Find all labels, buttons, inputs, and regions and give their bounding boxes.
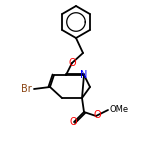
Text: O: O: [69, 117, 77, 127]
Text: OMe: OMe: [110, 105, 129, 114]
Text: O: O: [68, 58, 76, 68]
Text: O: O: [93, 110, 101, 120]
Text: N: N: [80, 70, 88, 80]
Text: Br: Br: [21, 84, 32, 94]
